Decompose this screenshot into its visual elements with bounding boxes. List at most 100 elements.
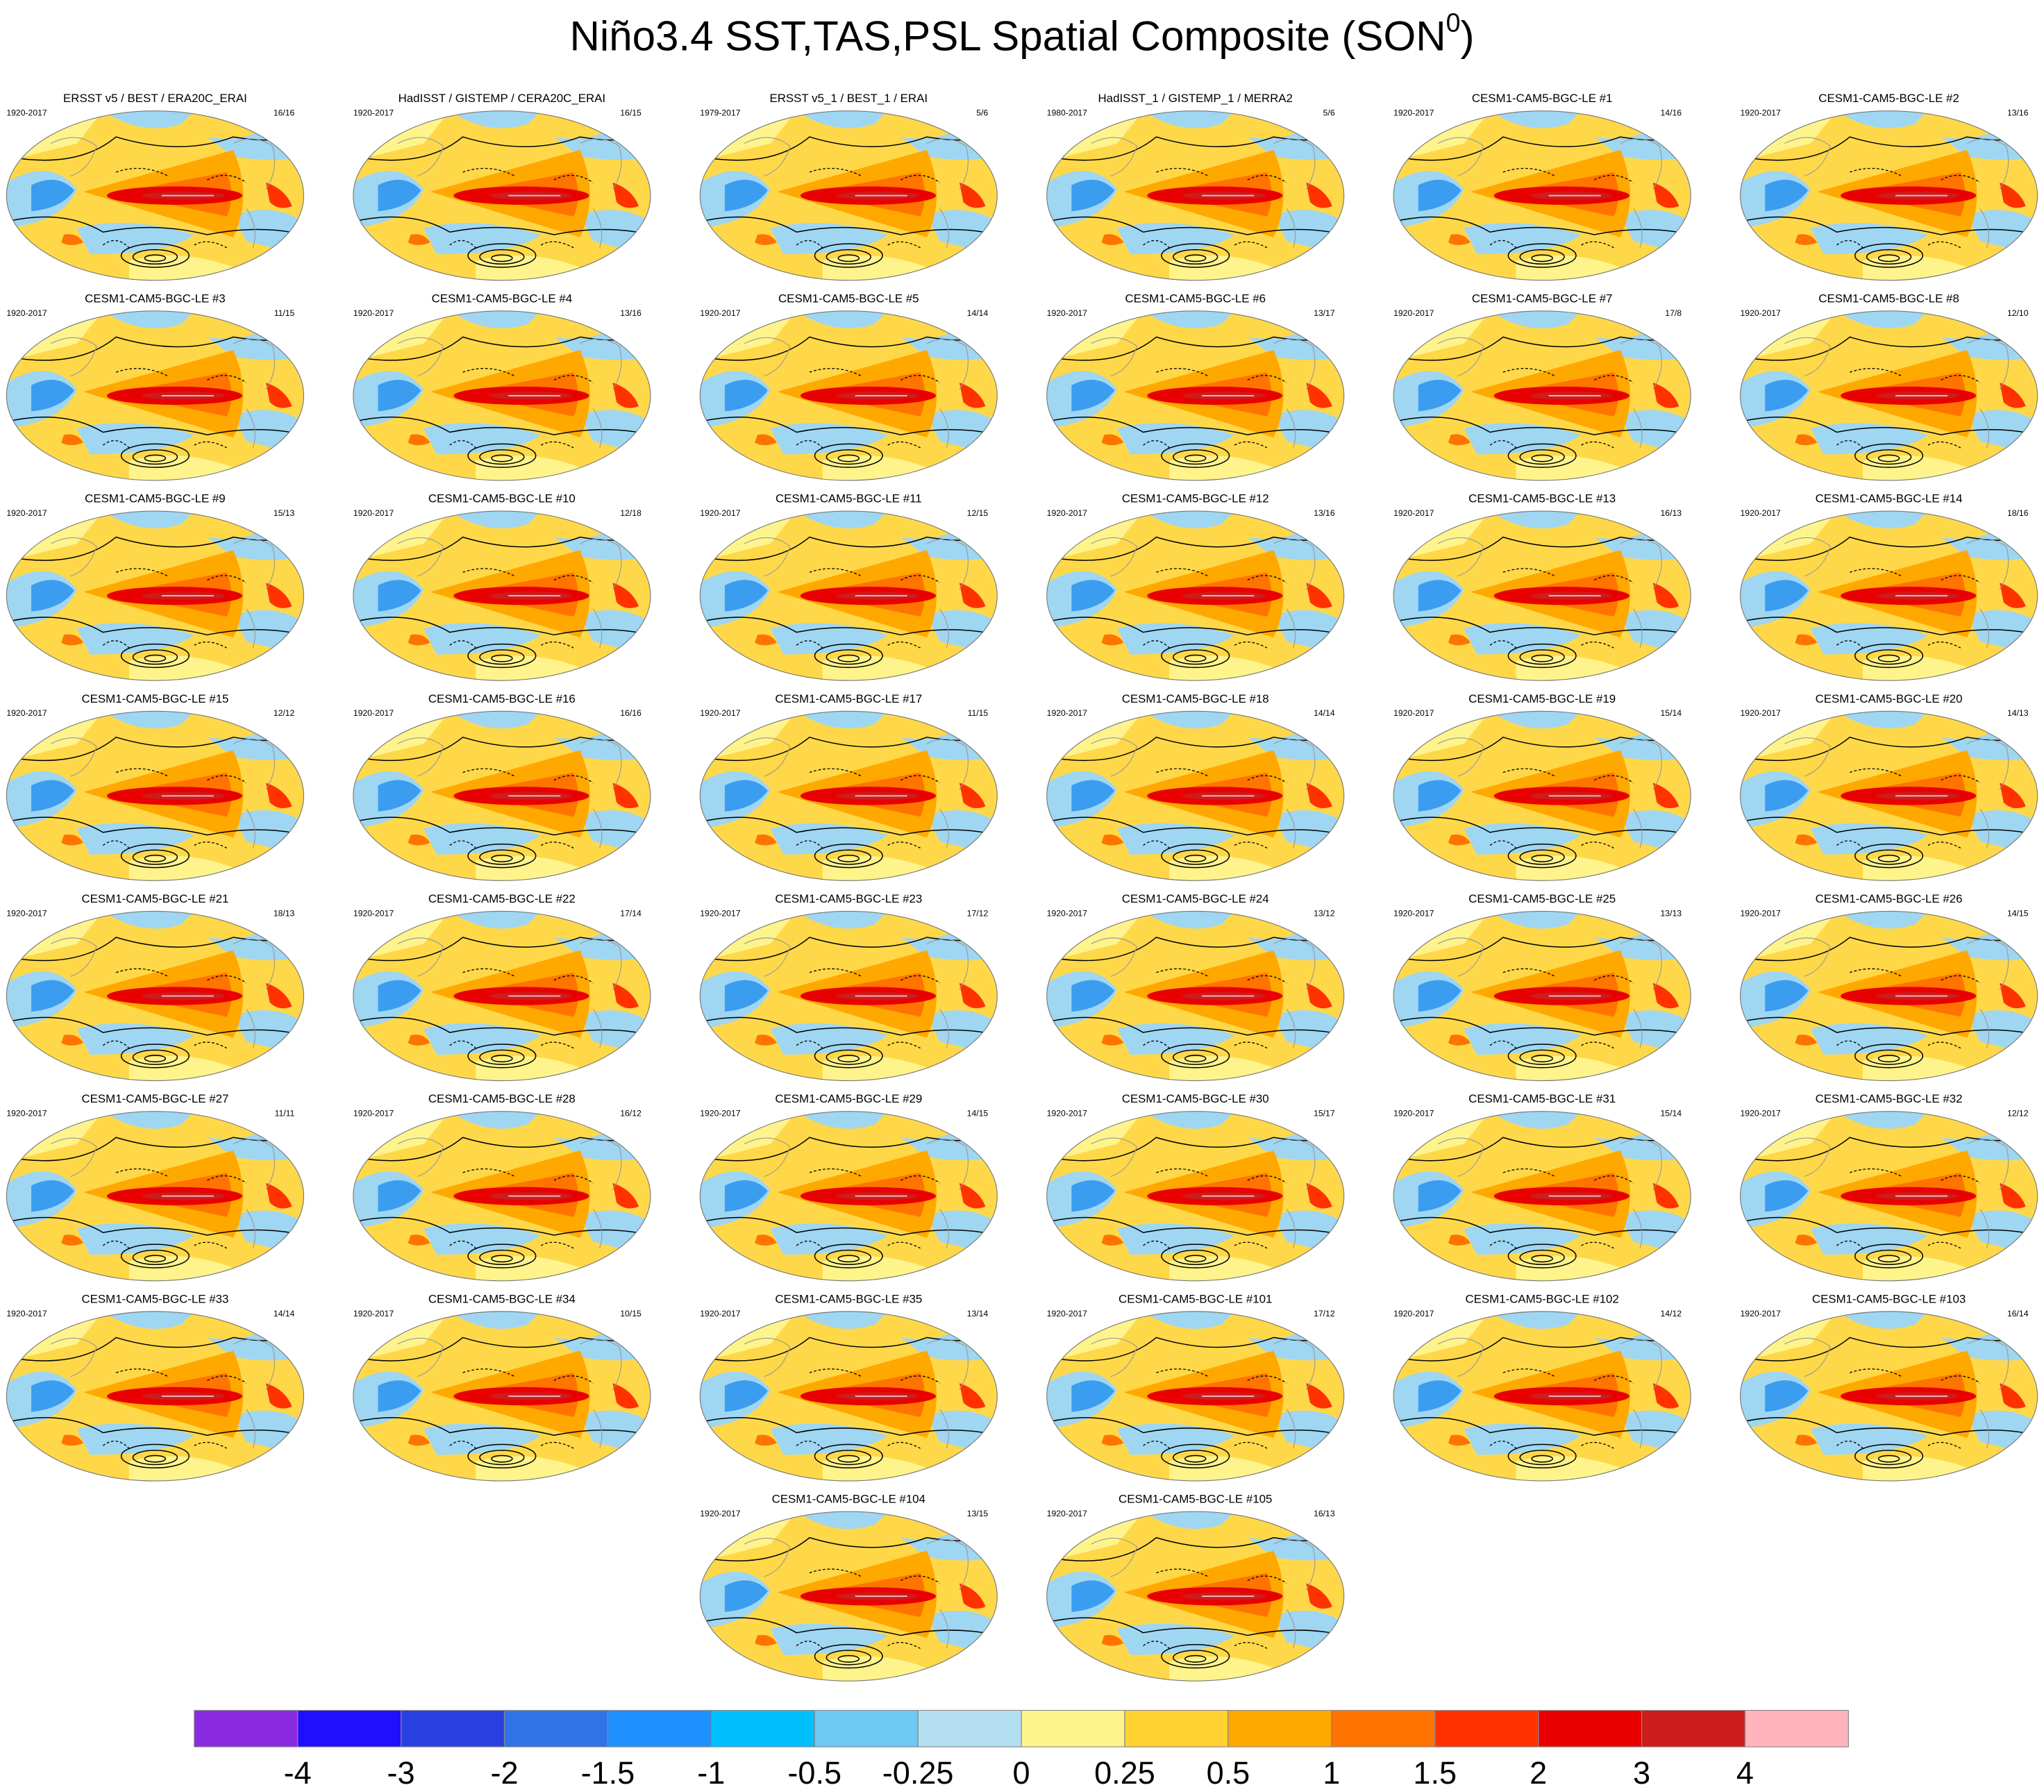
map-panel xyxy=(700,311,997,480)
panel-title: CESM1-CAM5-BGC-LE #3 xyxy=(85,292,226,305)
panel-count: 15/17 xyxy=(1314,1109,1335,1119)
panel-period: 1920-2017 xyxy=(353,508,394,518)
panel-count: 13/14 xyxy=(967,1309,989,1318)
panel-title: CESM1-CAM5-BGC-LE #103 xyxy=(1812,1292,1966,1305)
map-panel xyxy=(1741,711,2038,880)
panel-title: CESM1-CAM5-BGC-LE #13 xyxy=(1468,492,1616,505)
panel-count: 13/16 xyxy=(2007,108,2029,118)
colorbar-box xyxy=(1641,1709,1746,1748)
panel-title: CESM1-CAM5-BGC-LE #5 xyxy=(778,292,919,305)
panel-title: CESM1-CAM5-BGC-LE #31 xyxy=(1468,1092,1616,1105)
panel-period: 1920-2017 xyxy=(1393,908,1434,918)
panel-count: 14/14 xyxy=(274,1309,295,1318)
map-panel xyxy=(1047,1312,1344,1481)
panel-period: 1920-2017 xyxy=(700,508,741,518)
title-superscript: 0 xyxy=(1446,8,1461,37)
colorbar-label: 0.5 xyxy=(1207,1755,1250,1791)
panel-title: CESM1-CAM5-BGC-LE #32 xyxy=(1816,1092,1963,1105)
panel-period: 1920-2017 xyxy=(1741,108,1782,118)
panel-period: 1920-2017 xyxy=(6,508,47,518)
panel-title: CESM1-CAM5-BGC-LE #22 xyxy=(428,892,576,905)
panel-count: 12/12 xyxy=(2007,1109,2029,1119)
map-panel xyxy=(1741,511,2038,680)
panel-title: CESM1-CAM5-BGC-LE #28 xyxy=(428,1092,576,1105)
map-panel xyxy=(1741,1312,2038,1481)
panel-period: 1920-2017 xyxy=(700,908,741,918)
map-panel xyxy=(700,911,997,1080)
panel-period: 1920-2017 xyxy=(6,708,47,718)
title-suffix: ) xyxy=(1461,12,1475,59)
map-panel xyxy=(700,111,997,280)
panel-title: CESM1-CAM5-BGC-LE #10 xyxy=(428,492,576,505)
panel-count: 11/15 xyxy=(274,308,295,318)
panel-count: 5/6 xyxy=(1323,108,1335,118)
panel-title: CESM1-CAM5-BGC-LE #27 xyxy=(81,1092,228,1105)
map-panel xyxy=(1741,911,2038,1080)
panel-count: 11/15 xyxy=(968,708,989,718)
map-panel xyxy=(6,511,303,680)
panel-title: CESM1-CAM5-BGC-LE #2 xyxy=(1818,92,1959,105)
panel-period: 1920-2017 xyxy=(6,1109,47,1119)
map-panel xyxy=(353,511,651,680)
panel-count: 16/14 xyxy=(2007,1309,2029,1318)
map-panel xyxy=(1393,1112,1691,1281)
map-panel xyxy=(6,1112,303,1281)
panel-period: 1920-2017 xyxy=(1393,308,1434,318)
colorbar-label: 4 xyxy=(1736,1755,1754,1791)
map-panel xyxy=(1741,311,2038,480)
map-panel xyxy=(353,311,651,480)
colorbar-box xyxy=(917,1709,1022,1748)
panel-period: 1920-2017 xyxy=(700,1509,741,1518)
map-panel xyxy=(1047,511,1344,680)
panel-period: 1920-2017 xyxy=(1741,908,1782,918)
panel-count: 18/16 xyxy=(2007,508,2029,518)
panel-title: CESM1-CAM5-BGC-LE #11 xyxy=(776,492,922,505)
map-panel xyxy=(700,1512,997,1681)
panel-count: 13/15 xyxy=(967,1509,989,1518)
panel-period: 1920-2017 xyxy=(1393,108,1434,118)
colorbar-label: -1 xyxy=(697,1755,725,1791)
colorbar-box xyxy=(194,1709,299,1748)
map-panel xyxy=(1047,311,1344,480)
map-panel xyxy=(700,1112,997,1281)
panel-count: 16/13 xyxy=(1661,508,1682,518)
panel-title: CESM1-CAM5-BGC-LE #7 xyxy=(1472,292,1613,305)
panel-period: 1920-2017 xyxy=(1393,1309,1434,1318)
panel-count: 12/15 xyxy=(967,508,989,518)
panel-count: 16/12 xyxy=(620,1109,642,1119)
map-panel xyxy=(1047,711,1344,880)
colorbar-box xyxy=(297,1709,402,1748)
map-panel xyxy=(6,711,303,880)
panel-count: 10/15 xyxy=(620,1309,642,1318)
panel-period: 1920-2017 xyxy=(700,1109,741,1119)
map-panel xyxy=(1393,1312,1691,1481)
panel-title: CESM1-CAM5-BGC-LE #30 xyxy=(1122,1092,1269,1105)
map-panel xyxy=(6,911,303,1080)
panel-period: 1920-2017 xyxy=(6,908,47,918)
panel-title: ERSST v5 / BEST / ERA20C_ERAI xyxy=(63,92,247,105)
panel-count: 18/13 xyxy=(274,908,295,918)
panel-count: 15/14 xyxy=(1661,1109,1682,1119)
panel-count: 14/15 xyxy=(967,1109,989,1119)
panel-title: CESM1-CAM5-BGC-LE #15 xyxy=(81,692,228,705)
colorbar-label: 0.25 xyxy=(1094,1755,1155,1791)
panel-title: CESM1-CAM5-BGC-LE #17 xyxy=(775,692,922,705)
colorbar-box xyxy=(814,1709,919,1748)
panel-count: 11/11 xyxy=(275,1109,295,1119)
panel-period: 1920-2017 xyxy=(6,308,47,318)
map-panel xyxy=(6,311,303,480)
map-panel xyxy=(1393,511,1691,680)
panel-title: CESM1-CAM5-BGC-LE #21 xyxy=(81,892,228,905)
colorbar-label: 3 xyxy=(1633,1755,1650,1791)
colorbar-label: 0 xyxy=(1013,1755,1030,1791)
panel-title: CESM1-CAM5-BGC-LE #18 xyxy=(1122,692,1269,705)
panel-period: 1920-2017 xyxy=(1741,1109,1782,1119)
colorbar-label: 1.5 xyxy=(1413,1755,1457,1791)
map-panel xyxy=(1047,911,1344,1080)
map-panel xyxy=(1047,1112,1344,1281)
panel-title: CESM1-CAM5-BGC-LE #35 xyxy=(775,1292,922,1305)
panel-count: 12/10 xyxy=(2007,308,2029,318)
colorbar-box xyxy=(1331,1709,1436,1748)
panel-count: 14/13 xyxy=(2007,708,2029,718)
panel-period: 1920-2017 xyxy=(353,708,394,718)
